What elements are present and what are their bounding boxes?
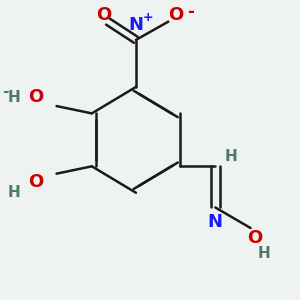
Text: N: N [208, 213, 223, 231]
Text: O: O [28, 88, 44, 106]
Text: O: O [248, 229, 262, 247]
Text: O: O [96, 6, 111, 24]
Text: H: H [257, 245, 270, 260]
Text: O: O [168, 6, 183, 24]
Text: N: N [128, 16, 143, 34]
Text: +: + [142, 11, 153, 24]
Text: -: - [2, 84, 8, 99]
Text: -: - [187, 3, 194, 21]
Text: H: H [225, 148, 238, 164]
Text: H: H [8, 90, 20, 105]
Text: H: H [8, 185, 20, 200]
Text: O: O [28, 173, 44, 191]
